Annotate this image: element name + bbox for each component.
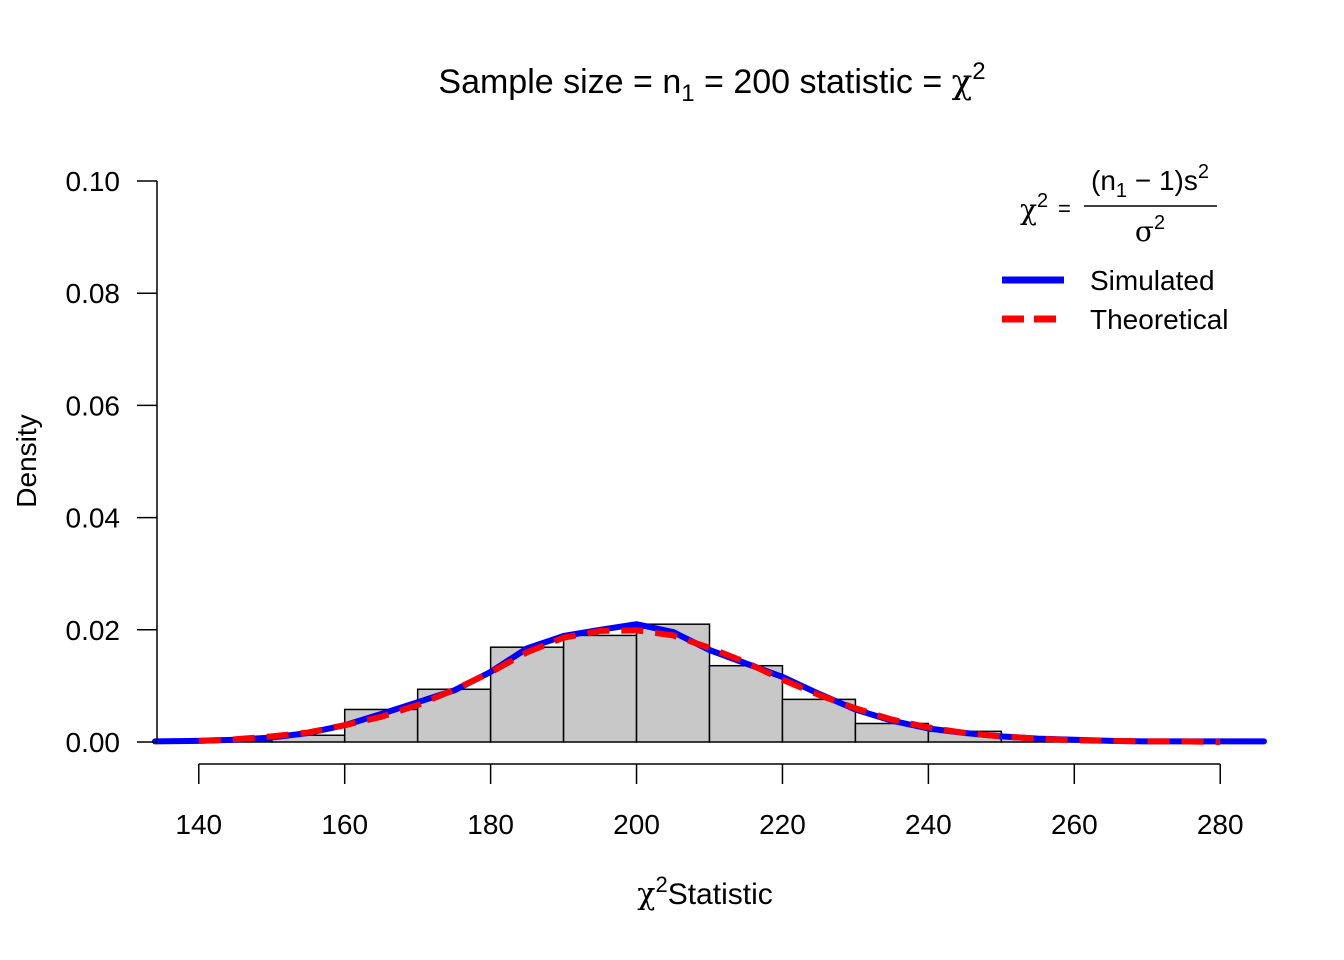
histogram-bar: [562, 634, 638, 743]
chart-title: Sample size = n1 = 200 statistic = χ2: [438, 58, 985, 107]
series-line-theoretical: [198, 627, 1221, 745]
x-tick-label: 180: [467, 809, 514, 840]
legend: χ2 = (n1 − 1)s2 σ2 Simulated Theoretical: [1002, 161, 1229, 335]
y-tick-label: 0.10: [66, 166, 121, 197]
legend-label-theoretical: Theoretical: [1090, 304, 1229, 335]
legend-item-simulated: Simulated: [1002, 265, 1215, 296]
y-tick-label: 0.08: [66, 278, 121, 309]
x-axis-ticks: 140 160 180 200 220 240 260 280: [175, 764, 1244, 840]
legend-formula: χ2 = (n1 − 1)s2 σ2: [1020, 161, 1217, 248]
y-axis-ticks: 0.00 0.02 0.04 0.06 0.08 0.10: [66, 166, 157, 758]
x-tick-label: 140: [175, 809, 222, 840]
x-tick-label: 160: [321, 809, 368, 840]
x-tick-label: 240: [905, 809, 952, 840]
formula-equals: =: [1058, 196, 1071, 221]
formula-numerator: (n1 − 1)s2: [1091, 161, 1209, 202]
density-curves: [152, 621, 1267, 745]
histogram-bar: [708, 664, 784, 743]
y-tick-label: 0.02: [66, 615, 121, 646]
x-tick-label: 220: [759, 809, 806, 840]
legend-item-theoretical: Theoretical: [1002, 304, 1229, 335]
y-axis-label: Density: [11, 414, 42, 507]
x-tick-label: 280: [1197, 809, 1244, 840]
formula-denominator: σ2: [1135, 212, 1165, 248]
formula-lhs: χ2: [1020, 190, 1048, 226]
y-tick-label: 0.00: [66, 727, 121, 758]
x-tick-label: 260: [1051, 809, 1098, 840]
legend-label-simulated: Simulated: [1090, 265, 1215, 296]
x-tick-label: 200: [613, 809, 660, 840]
y-tick-label: 0.06: [66, 390, 121, 421]
y-tick-label: 0.04: [66, 503, 121, 534]
x-axis-label: χ2Statistic: [637, 872, 772, 912]
